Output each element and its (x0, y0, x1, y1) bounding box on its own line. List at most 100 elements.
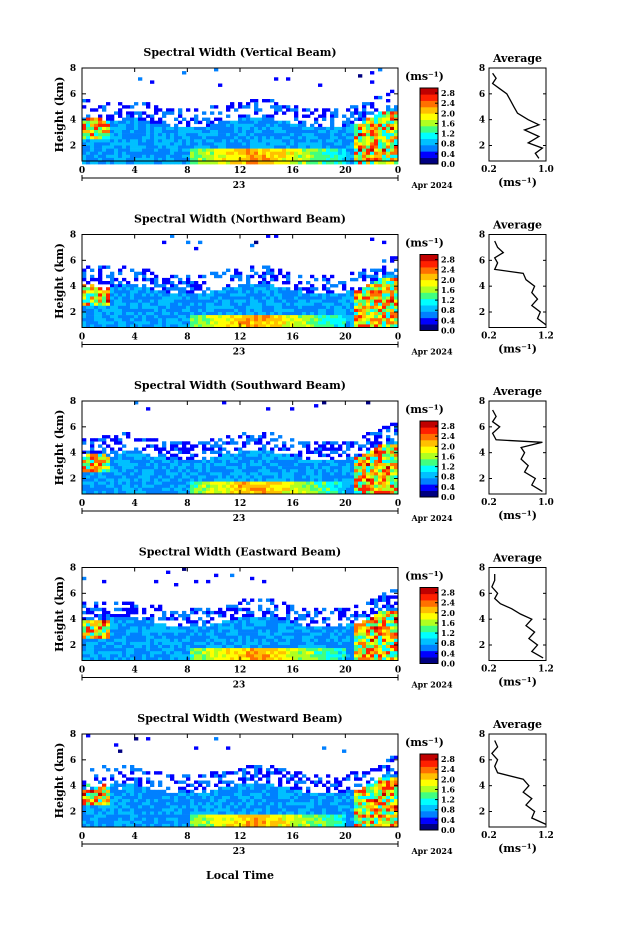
y-tick-label: 8 (70, 397, 76, 407)
average-y-tick-label: 2 (479, 641, 485, 651)
x-tick-label: 8 (184, 166, 190, 176)
average-profile: Average 2 4 6 8 0.2 1.2(ms⁻¹) (479, 718, 554, 855)
y-tick-label: 6 (70, 756, 76, 766)
average-profile: Average 2 4 6 8 0.2 1.0(ms⁻¹) (479, 385, 554, 522)
heatmap-field (82, 401, 399, 495)
y-tick-label: 6 (70, 90, 76, 100)
average-y-tick-label: 2 (479, 308, 485, 318)
colorbar-segment (420, 817, 438, 824)
colorbar-tick-label: 2.0 (441, 774, 455, 784)
average-frame (488, 733, 547, 828)
colorbar-segment (420, 465, 438, 472)
colorbar-tick-label: 2.4 (441, 431, 455, 441)
average-x-label: (ms⁻¹) (498, 343, 537, 356)
colorbar-segment (420, 113, 438, 120)
colorbar-segment (420, 600, 438, 607)
average-frame (488, 400, 547, 495)
average-profile-line (491, 574, 544, 659)
x-tick-label: 4 (132, 333, 138, 343)
panel-title: Spectral Width (Westward Beam) (137, 712, 342, 725)
x-tick-label: 0 (79, 166, 85, 176)
average-x-tick-label: 0.2 (481, 332, 497, 342)
average-x-tick-label: 1.0 (538, 165, 554, 175)
colorbar-frame (419, 254, 439, 331)
y-axis-label: Height (km) (53, 743, 66, 819)
colorbar-segment (420, 650, 438, 658)
colorbar-frame (419, 87, 439, 165)
x-tick-label: 4 (132, 499, 138, 509)
colorbar-segment (420, 88, 438, 95)
average-title: Average (492, 219, 542, 232)
colorbar-frame (419, 587, 439, 664)
y-tick-label: 4 (70, 615, 76, 625)
average-y-tick-label: 8 (479, 64, 485, 74)
colorbar-unit: (ms⁻¹) (405, 403, 444, 416)
average-y-tick-label: 6 (479, 256, 485, 266)
x-tick-label: 16 (286, 499, 299, 509)
average-y-tick-label: 4 (479, 449, 485, 459)
y-axis-label: Height (km) (53, 410, 66, 486)
colorbar-segment (420, 138, 438, 146)
average-x-tick-label: 0.2 (481, 498, 497, 508)
colorbar: 0.00.40.81.21.62.02.42.8 (419, 587, 455, 669)
colorbar-segment (420, 324, 438, 331)
colorbar-segment (420, 260, 438, 268)
x-tick-label: 4 (132, 832, 138, 842)
colorbar-tick-label: 0.4 (441, 482, 455, 492)
average-frame (488, 567, 547, 661)
colorbar-tick-label: 2.4 (441, 598, 455, 608)
x-tick-label: 0 (79, 499, 85, 509)
x-tick-label: 20 (339, 832, 352, 842)
colorbar-segment (420, 119, 438, 127)
colorbar-segment (420, 779, 438, 786)
colorbar-segment (420, 785, 438, 793)
average-x-tick-label: 1.2 (538, 665, 554, 675)
colorbar: 0.00.40.81.21.62.02.42.8 (419, 87, 455, 169)
colorbar-segment (420, 792, 438, 799)
y-tick-label: 8 (70, 231, 76, 241)
average-x-label: (ms⁻¹) (498, 842, 537, 855)
x-tick-label: 8 (184, 499, 190, 509)
colorbar-tick-label: 0.0 (441, 326, 455, 336)
colorbar-segment (420, 459, 438, 466)
average-profile-line (493, 240, 547, 326)
colorbar-unit: (ms⁻¹) (405, 70, 444, 83)
x-tick-label: 4 (132, 666, 138, 676)
colorbar-segment (420, 484, 438, 491)
day-label: 23 (233, 181, 246, 191)
colorbar-frame (419, 420, 439, 498)
colorbar-segment (420, 452, 438, 460)
colorbar-segment (420, 254, 438, 262)
y-tick-label: 4 (70, 282, 76, 292)
colorbar-segment (420, 317, 438, 325)
colorbar-tick-label: 1.2 (441, 628, 455, 638)
colorbar: 0.00.40.81.21.62.02.42.8 (419, 420, 455, 502)
colorbar-segment (420, 754, 438, 761)
average-x-label: (ms⁻¹) (498, 509, 537, 522)
average-title: Average (492, 385, 542, 398)
y-tick-label: 8 (70, 64, 76, 74)
colorbar-frame (419, 753, 439, 831)
panel-title: Spectral Width (Southward Beam) (134, 379, 346, 392)
y-tick-label: 6 (70, 589, 76, 599)
average-frame (488, 67, 547, 162)
colorbar-segment (420, 126, 438, 133)
colorbar-segment (420, 593, 438, 601)
heatmap-field (82, 234, 399, 328)
colorbar-segment (420, 631, 438, 639)
average-x-tick-label: 1.2 (538, 831, 554, 841)
colorbar-tick-label: 0.0 (441, 659, 455, 669)
colorbar-tick-label: 0.4 (441, 815, 455, 825)
average-title: Average (492, 552, 542, 565)
colorbar-segment (420, 625, 438, 633)
average-y-tick-label: 6 (479, 589, 485, 599)
common-xlabel: Local Time (206, 869, 274, 882)
colorbar-segment (420, 427, 438, 434)
colorbar-segment (420, 619, 438, 626)
average-y-tick-label: 2 (479, 142, 485, 152)
date-label: Apr 2024 (410, 513, 453, 523)
colorbar-segment (420, 100, 438, 108)
colorbar-segment (420, 644, 438, 652)
y-tick-label: 8 (70, 730, 76, 740)
